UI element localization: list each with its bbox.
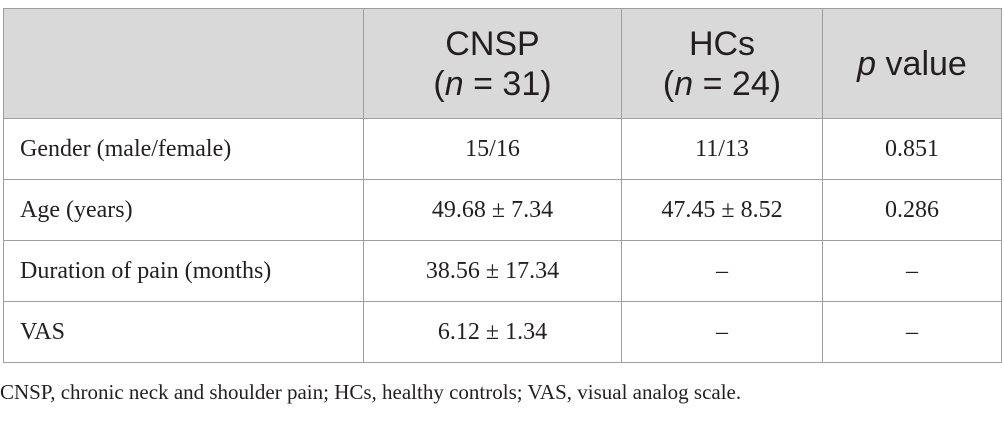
- cnsp-value: 6.12 ± 1.34: [363, 301, 622, 363]
- row-label: Age (years): [3, 179, 364, 241]
- header-hcs: HCs (n = 24): [621, 8, 823, 119]
- header-p-symbol: p: [857, 44, 877, 83]
- demographics-table: CNSP (n = 31) HCs (n = 24) p value Gende…: [3, 8, 1002, 363]
- header-hcs-n-symbol: n: [674, 64, 694, 103]
- demographics-table-container: CNSP (n = 31) HCs (n = 24) p value Gende…: [3, 8, 1002, 363]
- hcs-value: –: [621, 301, 823, 363]
- table-footnote: CNSP, chronic neck and shoulder pain; HC…: [0, 380, 742, 404]
- p-value: –: [822, 240, 1002, 302]
- header-cnsp-n: (n = 31): [370, 64, 615, 104]
- header-hcs-n: (n = 24): [628, 64, 816, 104]
- header-cnsp-n-suffix: = 31): [463, 64, 552, 103]
- row-label: Gender (male/female): [3, 118, 364, 180]
- p-value: –: [822, 301, 1002, 363]
- cnsp-value: 49.68 ± 7.34: [363, 179, 622, 241]
- row-label: Duration of pain (months): [3, 240, 364, 302]
- header-p-label: value: [876, 44, 967, 83]
- header-cnsp-n-prefix: (: [433, 64, 445, 103]
- header-empty-cell: [3, 8, 364, 119]
- header-p-value: p value: [822, 8, 1002, 119]
- table-row: Duration of pain (months) 38.56 ± 17.34 …: [3, 240, 1002, 302]
- table-header: CNSP (n = 31) HCs (n = 24) p value: [3, 8, 1002, 119]
- table-row: Gender (male/female) 15/16 11/13 0.851: [3, 118, 1002, 180]
- p-value: 0.286: [822, 179, 1002, 241]
- header-row: CNSP (n = 31) HCs (n = 24) p value: [3, 8, 1002, 119]
- table-row: VAS 6.12 ± 1.34 – –: [3, 301, 1002, 363]
- table-row: Age (years) 49.68 ± 7.34 47.45 ± 8.52 0.…: [3, 179, 1002, 241]
- header-hcs-n-suffix: = 24): [693, 64, 782, 103]
- header-hcs-n-prefix: (: [662, 64, 675, 103]
- hcs-value: 47.45 ± 8.52: [621, 179, 823, 241]
- row-label: VAS: [3, 301, 364, 363]
- hcs-value: –: [621, 240, 823, 302]
- cnsp-value: 38.56 ± 17.34: [363, 240, 622, 302]
- header-cnsp-name: CNSP: [445, 24, 540, 63]
- hcs-value: 11/13: [621, 118, 823, 180]
- header-cnsp: CNSP (n = 31): [363, 8, 622, 119]
- table-body: Gender (male/female) 15/16 11/13 0.851 A…: [3, 118, 1002, 363]
- cnsp-value: 15/16: [363, 118, 622, 180]
- p-value: 0.851: [822, 118, 1002, 180]
- header-cnsp-n-symbol: n: [444, 64, 464, 103]
- header-hcs-name: HCs: [688, 24, 756, 63]
